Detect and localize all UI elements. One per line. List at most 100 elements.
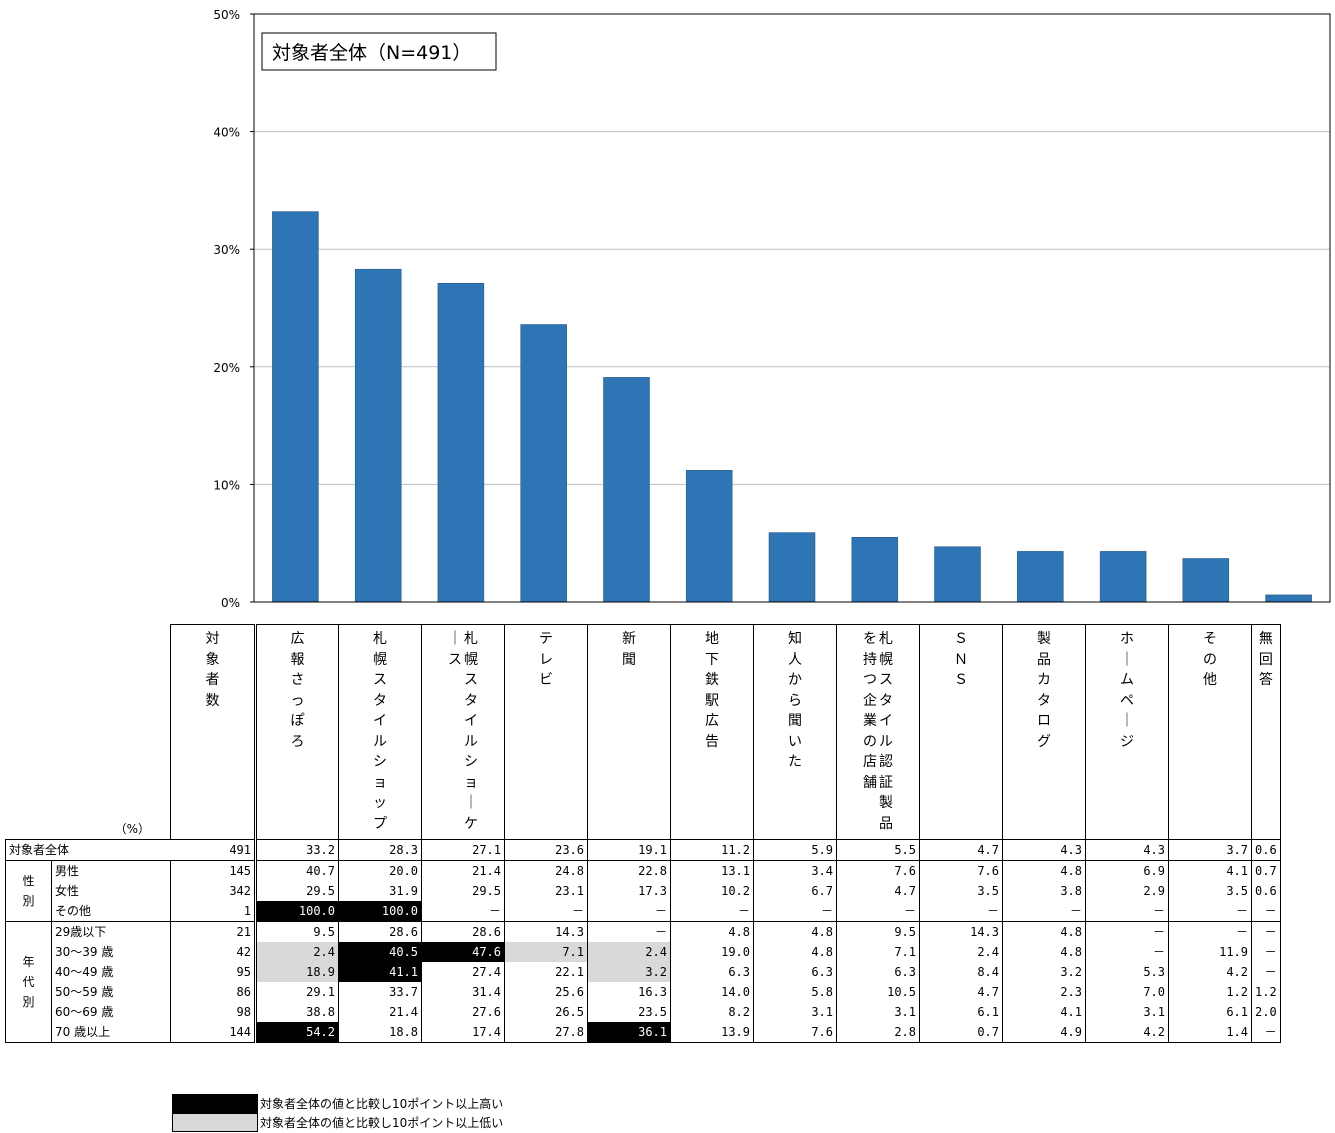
value-cell: 0.6 bbox=[1251, 839, 1281, 861]
value-cell: 7.1 bbox=[836, 942, 920, 962]
value-cell: 3.5 bbox=[1168, 881, 1252, 901]
value-cell: 36.1 bbox=[587, 1022, 671, 1043]
value-cell: 24.8 bbox=[504, 860, 588, 881]
value-cell: 31.9 bbox=[338, 881, 422, 901]
column-header: 無回答 bbox=[1251, 624, 1281, 840]
bar bbox=[354, 268, 402, 603]
legend-low-swatch bbox=[172, 1113, 258, 1132]
value-cell: 27.8 bbox=[504, 1022, 588, 1043]
value-cell: 27.1 bbox=[421, 839, 505, 861]
value-cell: 0.6 bbox=[1251, 881, 1281, 901]
value-cell: 9.5 bbox=[255, 921, 339, 942]
value-cell: 7.6 bbox=[919, 860, 1003, 881]
table-row: 60～69 歳 98 38.8 21.4 27.6 26.5 23.5 8.2 3.1 3.1 6.… bbox=[6, 1002, 1281, 1022]
bar bbox=[272, 211, 319, 603]
value-cell: 6.9 bbox=[1085, 860, 1169, 881]
value-cell: 1.2 bbox=[1251, 982, 1281, 1002]
value-cell: 31.4 bbox=[421, 982, 505, 1002]
value-cell: 4.8 bbox=[753, 921, 837, 942]
table-row: 性別男性 145 40.7 20.0 21.4 24.8 22.8 13.1 3.4 7.6 7.6… bbox=[5, 860, 1281, 922]
value-cell: 26.5 bbox=[504, 1002, 588, 1022]
value-cell: － bbox=[753, 901, 837, 922]
value-cell: 25.6 bbox=[504, 982, 588, 1002]
value-cell: 7.6 bbox=[836, 860, 920, 881]
table-row: 女性 342 29.5 31.9 29.5 23.1 17.3 10.2 6.7 4.7 3.5 3.… bbox=[6, 881, 1281, 901]
count-cell: 342 bbox=[170, 881, 257, 901]
value-cell: 20.0 bbox=[338, 860, 422, 881]
value-cell: 3.1 bbox=[836, 1002, 920, 1022]
y-tick-label: 20% bbox=[213, 361, 240, 375]
value-cell: 17.4 bbox=[421, 1022, 505, 1043]
value-cell: 2.3 bbox=[1002, 982, 1086, 1002]
value-cell: 1.4 bbox=[1168, 1022, 1252, 1043]
table-row: 30～39 歳 42 2.4 40.5 47.6 7.1 2.4 19.0 4.8 7.1 2.4 4… bbox=[6, 942, 1281, 962]
bar bbox=[851, 537, 899, 603]
bar-chart: 0% 10% 20% 30% 40% 50% 対象者全体（N=491） bbox=[213, 8, 1331, 610]
column-header: 札幌スタイル認証製品を持つ企業の店舗 bbox=[836, 624, 920, 840]
value-cell: 27.4 bbox=[421, 962, 505, 982]
value-cell: 6.1 bbox=[1168, 1002, 1252, 1022]
value-cell: 100.0 bbox=[338, 901, 422, 922]
value-cell: 21.4 bbox=[338, 1002, 422, 1022]
value-cell: 4.2 bbox=[1168, 962, 1252, 982]
row-label: 30～39 歳 bbox=[51, 942, 171, 962]
value-cell: 3.2 bbox=[587, 962, 671, 982]
value-cell: 11.9 bbox=[1168, 942, 1252, 962]
y-tick-label: 30% bbox=[213, 243, 240, 257]
gridlines bbox=[254, 131, 1330, 485]
row-label: 40～49 歳 bbox=[51, 962, 171, 982]
value-cell: 4.8 bbox=[1002, 942, 1086, 962]
value-cell: － bbox=[1251, 1022, 1281, 1043]
row-label: その他 bbox=[51, 901, 171, 922]
value-cell: 6.1 bbox=[919, 1002, 1003, 1022]
value-cell: － bbox=[504, 901, 588, 922]
value-cell: 4.8 bbox=[753, 942, 837, 962]
table-row: 70 歳以上 144 54.2 18.8 17.4 27.8 36.1 13.9 7.6 2.8 0… bbox=[6, 1022, 1281, 1043]
value-cell: 4.7 bbox=[919, 839, 1003, 861]
value-cell: － bbox=[1085, 901, 1169, 922]
value-cell: － bbox=[1168, 901, 1252, 922]
value-cell: 6.3 bbox=[753, 962, 837, 982]
value-cell: 41.1 bbox=[338, 962, 422, 982]
count-cell: 95 bbox=[170, 962, 257, 982]
bar bbox=[437, 283, 485, 603]
legend-high: 対象者全体の値と比較し10ポイント以上高い bbox=[172, 1094, 503, 1113]
value-cell: 18.9 bbox=[255, 962, 339, 982]
value-cell: 38.8 bbox=[255, 1002, 339, 1022]
value-cell: 3.5 bbox=[919, 881, 1003, 901]
column-header: 広報さっぽろ bbox=[255, 624, 339, 840]
unit-label: （%） bbox=[114, 822, 150, 836]
y-tick-label: 50% bbox=[213, 8, 240, 22]
row-label: 29歳以下 bbox=[51, 921, 171, 942]
value-cell: 8.4 bbox=[919, 962, 1003, 982]
value-cell: 2.9 bbox=[1085, 881, 1169, 901]
bar bbox=[934, 546, 981, 603]
y-tick-label: 40% bbox=[213, 126, 240, 140]
value-cell: 6.3 bbox=[836, 962, 920, 982]
column-header: 知人から聞いた bbox=[753, 624, 837, 840]
count-cell: 1 bbox=[170, 901, 257, 922]
bar bbox=[1099, 551, 1147, 603]
value-cell: 11.2 bbox=[670, 839, 754, 861]
count-cell: 144 bbox=[170, 1022, 257, 1043]
value-cell: 4.8 bbox=[1002, 860, 1086, 881]
value-cell: 3.7 bbox=[1168, 839, 1252, 861]
row-label: 女性 bbox=[51, 881, 171, 901]
legend-high-swatch bbox=[172, 1094, 258, 1113]
value-cell: 4.3 bbox=[1002, 839, 1086, 861]
value-cell: 0.7 bbox=[919, 1022, 1003, 1043]
table-row: 50～59 歳 86 29.1 33.7 31.4 25.6 16.3 14.0 5.8 10.5… bbox=[6, 982, 1281, 1002]
value-cell: － bbox=[1002, 901, 1086, 922]
column-header: 製品カタログ bbox=[1002, 624, 1086, 840]
value-cell: － bbox=[836, 901, 920, 922]
value-cell: 4.1 bbox=[1168, 860, 1252, 881]
value-cell: 3.4 bbox=[753, 860, 837, 881]
plot-area-border bbox=[253, 13, 1331, 603]
table-row: 年代別 29歳以下 21 9.5 28.6 28.6 14.3 － 4.8 4.8 9.5 14.3 4… bbox=[5, 921, 1281, 1043]
value-cell: 3.8 bbox=[1002, 881, 1086, 901]
value-cell: 2.4 bbox=[255, 942, 339, 962]
value-cell: 6.7 bbox=[753, 881, 837, 901]
count-cell: 145 bbox=[170, 860, 257, 881]
bar bbox=[1182, 558, 1230, 603]
